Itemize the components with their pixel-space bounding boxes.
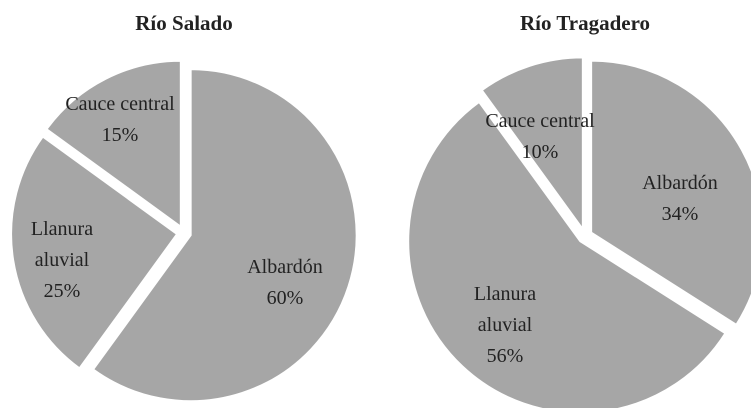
category-label: Albardón	[642, 172, 718, 194]
slice-label: Cauce central 10%	[455, 106, 625, 168]
pie-slice	[45, 59, 182, 229]
value-label: 10%	[521, 141, 559, 163]
slice-label: Llanura aluvial 56%	[460, 279, 550, 372]
category-label: Llanura aluvial	[30, 218, 94, 271]
pie-slice	[91, 68, 358, 403]
value-label: 15%	[101, 124, 139, 146]
slice-label-box: Cauce central 10%	[455, 106, 625, 168]
slice-label-box: Cauce central 15%	[35, 89, 205, 151]
slice-label: Albardón 34%	[625, 168, 735, 230]
category-label: Albardón	[247, 256, 323, 278]
chart-title: Río Salado	[135, 11, 232, 35]
slice-label: Albardón 60%	[230, 252, 340, 314]
slice-label-box: Llanura aluvial 56%	[460, 279, 550, 372]
category-label: Llanura aluvial	[473, 283, 537, 336]
value-label: 60%	[266, 287, 304, 309]
slice-label: Cauce central 15%	[35, 89, 205, 151]
value-label: 25%	[43, 280, 81, 302]
pie-slice	[10, 135, 179, 370]
category-label: Cauce central	[485, 110, 595, 132]
slice-label: Llanura aluvial 25%	[17, 214, 107, 307]
value-label: 34%	[661, 203, 699, 225]
slice-label-box: Albardón 34%	[625, 168, 735, 230]
category-label: Cauce central	[65, 93, 175, 115]
slice-label-box: Llanura aluvial 25%	[17, 214, 107, 307]
pie-slice	[480, 56, 584, 233]
pie-slice	[407, 100, 727, 408]
slice-label-box: Albardón 60%	[230, 252, 340, 314]
value-label: 56%	[486, 345, 524, 367]
chart-title: Río Tragadero	[520, 11, 650, 35]
pie-slice	[590, 59, 751, 327]
